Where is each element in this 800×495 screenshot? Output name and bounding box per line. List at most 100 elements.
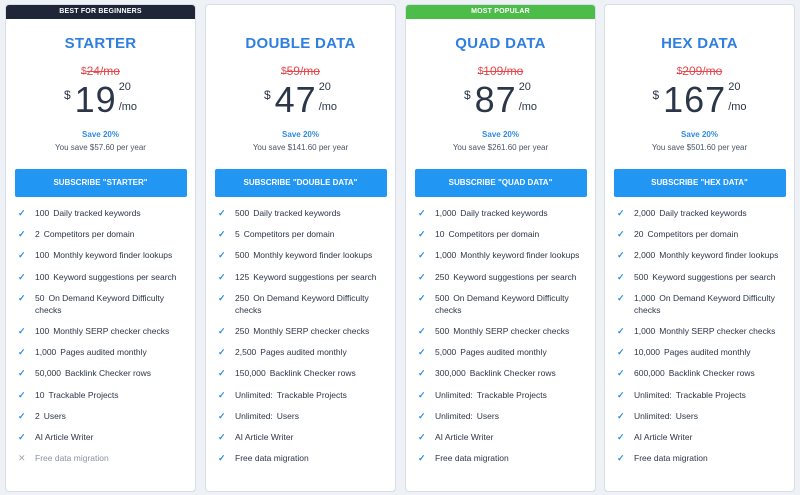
feature-label: Free data migration bbox=[634, 453, 708, 464]
feature-value: 100 bbox=[35, 250, 50, 261]
check-icon: ✓ bbox=[18, 347, 26, 358]
feature-value: 20 bbox=[634, 229, 644, 240]
feature-label: Backlink Checker rows bbox=[65, 368, 151, 379]
feature-label: Daily tracked keywords bbox=[460, 208, 548, 218]
feature-item: ✓ 1,000 Pages audited monthly bbox=[18, 346, 187, 358]
check-icon: ✓ bbox=[617, 389, 625, 400]
feature-label: Trackable Projects bbox=[476, 389, 547, 400]
feature-item: ✓ 10 Trackable Projects bbox=[18, 389, 187, 401]
feature-text-wrap: 100 Keyword suggestions per search bbox=[35, 271, 177, 283]
feature-item: ✓ 2 Users bbox=[18, 410, 187, 422]
feature-text-wrap: 150,000 Backlink Checker rows bbox=[235, 367, 356, 379]
feature-label: Trackable Projects bbox=[675, 389, 746, 400]
plan-card-quad-data: MOST POPULAR QUAD DATA $109/mo $87 20/mo Save… bbox=[405, 4, 596, 492]
feature-item: ✓ 50,000 Backlink Checker rows bbox=[18, 367, 187, 379]
check-icon: ✓ bbox=[218, 229, 226, 240]
feature-value: 2,500 bbox=[235, 347, 257, 358]
feature-item: ✓ 150,000 Backlink Checker rows bbox=[218, 367, 387, 379]
feature-value: 2,000 bbox=[634, 208, 656, 218]
feature-value: 250 bbox=[435, 271, 450, 282]
feature-text-wrap: AI Article Writer bbox=[634, 431, 692, 443]
subscribe-button[interactable]: SUBSCRIBE "STARTER" bbox=[14, 169, 187, 197]
feature-label: AI Article Writer bbox=[634, 431, 693, 442]
save-percent: Save 20% bbox=[282, 130, 319, 139]
feature-label: Backlink Checker rows bbox=[469, 368, 556, 379]
feature-value: 2 bbox=[35, 410, 40, 421]
check-icon: ✓ bbox=[418, 250, 426, 261]
feature-value: 2,000 bbox=[634, 250, 656, 261]
cross-icon: ✕ bbox=[18, 453, 26, 464]
price-period: /mo bbox=[118, 101, 138, 113]
feature-value: 2 bbox=[35, 229, 40, 240]
feature-item: ✓ 5 Competitors per domain bbox=[218, 228, 387, 240]
feature-item: ✓ 100 Keyword suggestions per search bbox=[18, 271, 187, 283]
feature-item: ✓ 1,000 Daily tracked keywords bbox=[418, 207, 587, 219]
check-icon: ✓ bbox=[617, 368, 625, 379]
original-price-currency: $ bbox=[81, 66, 87, 77]
feature-label: Monthly SERP checker checks bbox=[453, 325, 570, 336]
check-icon: ✓ bbox=[218, 208, 226, 218]
feature-label: Competitors per domain bbox=[647, 229, 739, 240]
feature-text-wrap: 1,000 Daily tracked keywords bbox=[435, 207, 548, 219]
feature-item: ✓ Free data migration bbox=[617, 452, 786, 464]
feature-item: ✓ 250 Monthly SERP checker checks bbox=[218, 325, 387, 337]
feature-text-wrap: Unlimited: Trackable Projects bbox=[435, 389, 547, 401]
feature-text-wrap: 2,000 Monthly keyword finder lookups bbox=[634, 249, 778, 261]
save-percent: Save 20% bbox=[482, 130, 519, 139]
feature-item: ✓ AI Article Writer bbox=[617, 431, 786, 443]
price-suffix: 20/mo bbox=[118, 80, 138, 114]
check-icon: ✓ bbox=[617, 325, 625, 336]
feature-item: ✓ 1,000 On Demand Keyword Difficulty check… bbox=[617, 292, 786, 316]
feature-text-wrap: 500 On Demand Keyword Difficulty checks bbox=[435, 292, 587, 316]
check-icon: ✓ bbox=[218, 368, 226, 379]
feature-text-wrap: Free data migration bbox=[35, 452, 109, 464]
check-icon: ✓ bbox=[617, 347, 625, 358]
feature-label: Trackable Projects bbox=[276, 389, 347, 400]
price-suffix: 20/mo bbox=[728, 80, 746, 114]
feature-label: Monthly keyword finder lookups bbox=[659, 250, 779, 261]
plan-ribbon-spacer bbox=[605, 5, 794, 19]
feature-text-wrap: 100 Daily tracked keywords bbox=[35, 207, 141, 219]
feature-text-wrap: 10 Trackable Projects bbox=[35, 389, 119, 401]
feature-text-wrap: 250 Keyword suggestions per search bbox=[435, 271, 577, 283]
feature-text-wrap: Free data migration bbox=[435, 452, 509, 464]
feature-label: Keyword suggestions per search bbox=[652, 271, 776, 282]
price-currency: $ bbox=[63, 88, 71, 102]
feature-value: 300,000 bbox=[435, 368, 466, 379]
plan-title: STARTER bbox=[64, 35, 137, 52]
original-price-value: 24/mo bbox=[86, 64, 120, 78]
feature-value: 10 bbox=[35, 389, 45, 400]
feature-text-wrap: 10 Competitors per domain bbox=[435, 228, 539, 240]
subscribe-button[interactable]: SUBSCRIBE "DOUBLE DATA" bbox=[214, 169, 387, 197]
feature-value: 1,000 bbox=[634, 292, 656, 303]
price-integer: 167 bbox=[663, 79, 727, 120]
feature-label: Monthly SERP checker checks bbox=[53, 325, 170, 336]
plan-card-double-data: DOUBLE DATA $59/mo $47 20/mo Save 20% You sav… bbox=[205, 4, 396, 492]
feature-item: ✓ 300,000 Backlink Checker rows bbox=[418, 367, 587, 379]
feature-item: ✓ 500 Monthly SERP checker checks bbox=[418, 325, 587, 337]
feature-label: Free data migration bbox=[35, 453, 109, 464]
feature-item: ✓ 2,000 Daily tracked keywords bbox=[617, 207, 786, 219]
subscribe-button[interactable]: SUBSCRIBE "HEX DATA" bbox=[613, 169, 786, 197]
feature-item: ✓ Unlimited: Trackable Projects bbox=[218, 389, 387, 401]
feature-text-wrap: 2,000 Daily tracked keywords bbox=[634, 207, 747, 219]
check-icon: ✓ bbox=[418, 410, 426, 421]
feature-text-wrap: 1,000 Monthly SERP checker checks bbox=[634, 325, 775, 337]
check-icon: ✓ bbox=[18, 389, 26, 400]
feature-item: ✓ 500 Monthly keyword finder lookups bbox=[218, 249, 387, 261]
check-icon: ✓ bbox=[617, 453, 625, 464]
plan-title: HEX DATA bbox=[661, 35, 738, 52]
feature-item: ✓ 500 On Demand Keyword Difficulty checks bbox=[418, 292, 587, 316]
check-icon: ✓ bbox=[418, 431, 426, 442]
feature-text-wrap: 1,000 Pages audited monthly bbox=[35, 346, 147, 358]
check-icon: ✓ bbox=[418, 453, 426, 464]
check-icon: ✓ bbox=[418, 292, 426, 303]
feature-text-wrap: 2 Users bbox=[35, 410, 66, 422]
check-icon: ✓ bbox=[18, 229, 26, 240]
feature-text-wrap: AI Article Writer bbox=[35, 431, 93, 443]
original-price-value: 109/mo bbox=[483, 64, 524, 78]
feature-label: Competitors per domain bbox=[43, 229, 135, 240]
check-icon: ✓ bbox=[18, 431, 26, 442]
subscribe-button[interactable]: SUBSCRIBE "QUAD DATA" bbox=[414, 169, 587, 197]
feature-label: Users bbox=[675, 410, 698, 421]
